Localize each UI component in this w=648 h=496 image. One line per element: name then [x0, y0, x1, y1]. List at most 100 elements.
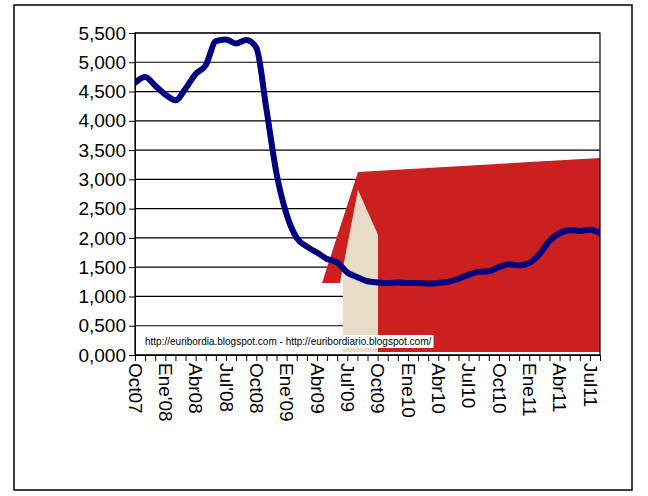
- y-tick: 3,000: [78, 169, 135, 190]
- x-tick: [327, 355, 328, 361]
- x-tick: [357, 355, 358, 361]
- x-tick: [266, 355, 267, 361]
- y-tick-mark: [129, 179, 135, 180]
- x-tick: [307, 355, 308, 361]
- plot-frame: [135, 33, 600, 355]
- y-tick: 5,500: [78, 23, 135, 44]
- annotation-background: [143, 335, 433, 348]
- x-tick-mark: [266, 355, 267, 361]
- x-tick: Jul10: [458, 355, 479, 408]
- x-tick: [418, 355, 419, 361]
- y-tick: 2,500: [78, 198, 135, 219]
- x-tick-mark: [489, 355, 490, 361]
- x-tick: Oct07: [125, 355, 146, 414]
- x-tick-mark: [307, 355, 308, 361]
- x-tick-mark: [428, 355, 429, 361]
- y-tick-mark: [129, 33, 135, 34]
- y-tick-label: 4,500: [78, 81, 126, 102]
- y-tick: 1,000: [78, 286, 135, 307]
- x-tick: [246, 355, 247, 361]
- x-tick-mark: [378, 355, 379, 361]
- x-tick-label: Jul11: [580, 363, 601, 407]
- x-tick: [175, 355, 176, 361]
- x-tick-label: Abr11: [549, 363, 570, 412]
- y-tick-label: 5,500: [78, 23, 126, 44]
- x-tick-label: Ene'08: [155, 363, 176, 422]
- y-tick-label: 0,500: [78, 315, 126, 336]
- x-tick-mark: [368, 355, 369, 361]
- x-tick: Abr09: [307, 355, 328, 414]
- y-tick-mark: [129, 267, 135, 268]
- y-tick-mark: [129, 121, 135, 122]
- y-tick-mark: [129, 238, 135, 239]
- chart: http://euribordia.blogspot.com - http://…: [0, 0, 648, 496]
- x-tick-label: Oct08: [246, 363, 267, 414]
- x-tick: Ene'08: [155, 355, 176, 422]
- y-tick: 4,500: [78, 81, 135, 102]
- x-tick-mark: [206, 355, 207, 361]
- x-tick-mark: [469, 355, 470, 361]
- x-axis: Oct07Ene'08Abr08Jul'08Oct08Ene'09Abr09Ju…: [125, 355, 601, 422]
- x-tick: [337, 355, 338, 361]
- x-tick-mark: [246, 355, 247, 361]
- x-tick: Oct09: [367, 355, 388, 414]
- y-tick: 0,500: [78, 315, 135, 336]
- y-tick-label: 1,000: [78, 286, 126, 307]
- y-tick-mark: [129, 296, 135, 297]
- house-roof: [322, 158, 600, 352]
- x-tick-label: Ene'09: [276, 363, 297, 422]
- x-tick: [186, 355, 187, 361]
- x-tick: [539, 355, 540, 361]
- x-tick: [448, 355, 449, 361]
- x-tick-mark: [317, 355, 318, 361]
- y-tick: 2,000: [78, 227, 135, 248]
- x-tick-mark: [580, 355, 581, 361]
- x-tick-mark: [165, 355, 166, 361]
- x-tick-mark: [357, 355, 358, 361]
- y-tick: 3,500: [78, 140, 135, 161]
- x-tick-mark: [186, 355, 187, 361]
- x-tick: Abr11: [549, 355, 570, 412]
- chart-frame: [14, 5, 632, 490]
- y-tick-mark: [129, 209, 135, 210]
- x-tick-mark: [499, 355, 500, 361]
- x-tick-mark: [600, 355, 601, 361]
- x-tick: [549, 355, 550, 361]
- x-tick-mark: [226, 355, 227, 361]
- x-tick-mark: [549, 355, 550, 361]
- x-tick: Jul'08: [216, 355, 237, 412]
- data-line: [135, 39, 600, 283]
- x-tick: [570, 355, 571, 361]
- x-tick-mark: [529, 355, 530, 361]
- x-tick-mark: [408, 355, 409, 361]
- y-tick: 4,000: [78, 110, 135, 131]
- y-tick: 5,000: [78, 52, 135, 73]
- x-tick: [580, 355, 581, 361]
- x-axis-line: [136, 356, 601, 362]
- x-tick-label: Ene10: [398, 363, 419, 418]
- y-tick-mark: [129, 150, 135, 151]
- plot-marks: [135, 39, 600, 283]
- x-tick-mark: [448, 355, 449, 361]
- x-tick-mark: [216, 355, 217, 361]
- y-tick-label: 2,000: [78, 227, 126, 248]
- grid-line: [135, 149, 600, 150]
- y-tick-mark: [129, 92, 135, 93]
- x-tick: [600, 355, 601, 361]
- y-tick-label: 1,500: [78, 257, 126, 278]
- x-tick: [216, 355, 217, 361]
- x-tick-mark: [458, 355, 459, 361]
- x-tick-mark: [135, 355, 136, 361]
- y-tick-label: 0,000: [78, 345, 126, 366]
- y-axis: 0,000 0,500 1,000 1,500 2,000 2,500 3,000 3,500…: [78, 23, 135, 366]
- x-tick-label: Oct10: [489, 363, 510, 414]
- grid: [135, 33, 600, 355]
- x-tick-label: Abr09: [307, 363, 328, 414]
- x-tick-mark: [155, 355, 156, 361]
- x-tick-label: Ene11: [519, 363, 540, 417]
- x-tick: [519, 355, 520, 361]
- x-tick: [206, 355, 207, 361]
- x-tick-mark: [256, 355, 257, 361]
- annotations: http://euribordia.blogspot.com - http://…: [143, 335, 433, 348]
- x-tick: [145, 355, 146, 361]
